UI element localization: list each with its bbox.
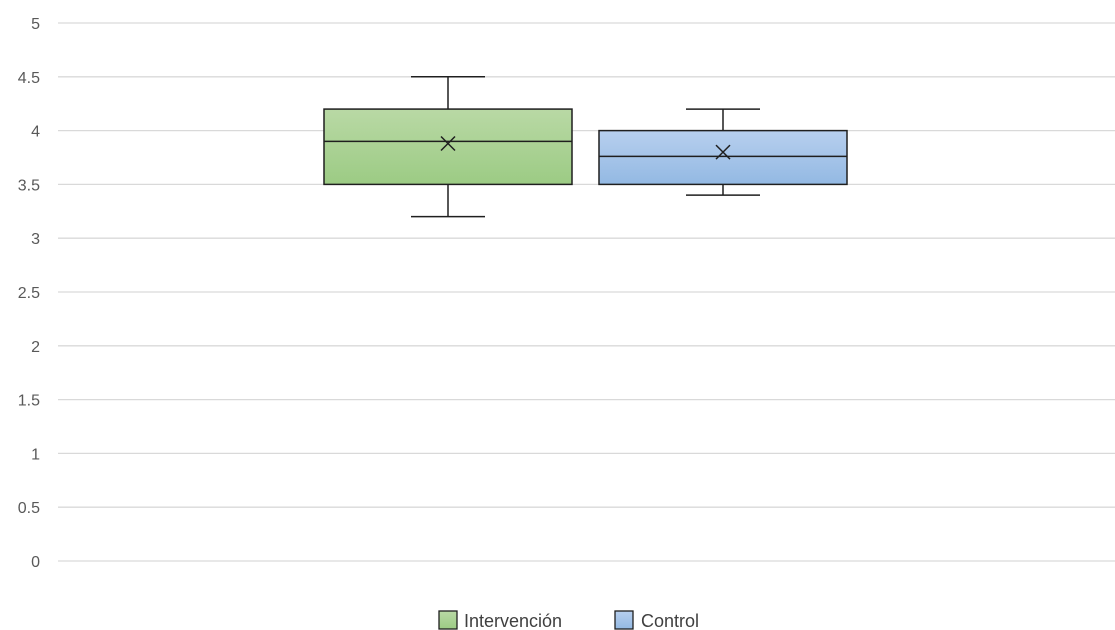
mean-marker	[715, 144, 731, 160]
y-tick-label: 3	[31, 231, 40, 248]
mean-marker-stroke	[440, 135, 456, 152]
box-intervencion	[323, 76, 573, 218]
legend-swatch	[438, 610, 458, 630]
legend-label: Control	[641, 611, 699, 630]
mean-marker-stroke	[715, 144, 731, 160]
y-tick-label: 1	[31, 446, 40, 463]
y-tick-label: 1.5	[18, 393, 40, 410]
y-tick-label: 2	[31, 339, 40, 356]
legend-item-intervencion: Intervención	[438, 610, 562, 630]
legend-label: Intervención	[464, 611, 562, 630]
iqr-box	[598, 129, 848, 186]
y-tick-label: 4.5	[18, 70, 40, 87]
y-tick-label: 2.5	[18, 285, 40, 302]
y-tick-label: 0.5	[18, 500, 40, 517]
y-tick-label: 4	[31, 124, 40, 141]
y-tick-label: 0	[31, 554, 40, 571]
legend-swatch	[614, 610, 634, 630]
legend: Intervención Control	[438, 610, 699, 630]
box-control	[598, 108, 848, 196]
mean-marker	[440, 135, 456, 152]
y-tick-label: 3.5	[18, 177, 40, 194]
y-axis-tick-labels: 0 0.5 1 1.5 2 2.5 3 3.5 4 4.5 5	[18, 16, 40, 571]
gridlines	[58, 22, 1115, 562]
box-series	[323, 76, 848, 218]
y-tick-label: 5	[31, 16, 40, 33]
legend-item-control: Control	[614, 610, 699, 630]
iqr-box	[323, 108, 573, 186]
